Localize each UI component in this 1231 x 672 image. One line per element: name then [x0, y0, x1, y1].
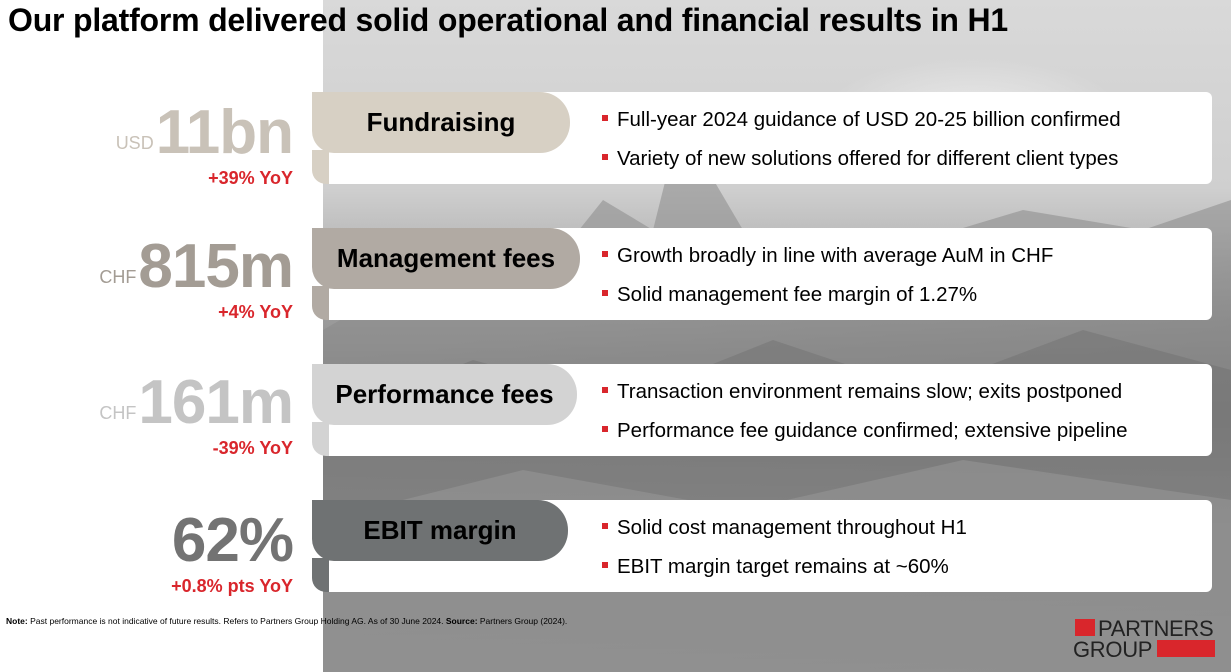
- bullet-item: Transaction environment remains slow; ex…: [602, 372, 1128, 411]
- metric-value: 815m: [138, 232, 294, 301]
- footnote: Note: Past performance is not indicative…: [6, 616, 567, 626]
- pill-performance-fees: Performance fees: [312, 364, 577, 425]
- metric-value: 62%: [171, 506, 294, 575]
- bullets-management-fees: Growth broadly in line with average AuM …: [602, 236, 1053, 314]
- page-title: Our platform delivered solid operational…: [8, 2, 1008, 38]
- logo-red-square: [1075, 619, 1095, 636]
- metric-yoy: +39% YoY: [208, 168, 293, 188]
- pill-tail: [312, 150, 329, 184]
- metric-performance-fees: CHF161m -39% YoY: [99, 372, 294, 459]
- metric-value: 11bn: [155, 98, 294, 167]
- bullets-fundraising: Full-year 2024 guidance of USD 20-25 bil…: [602, 100, 1121, 178]
- pill-management-fees: Management fees: [312, 228, 580, 289]
- logo-line-2: GROUP: [1073, 637, 1153, 662]
- metric-currency: CHF: [99, 403, 137, 423]
- metric-currency: USD: [115, 133, 154, 153]
- bullets-performance-fees: Transaction environment remains slow; ex…: [602, 372, 1128, 450]
- metric-management-fees: CHF815m +4% YoY: [99, 236, 294, 323]
- logo-line-1: PARTNERS: [1098, 616, 1214, 641]
- bullet-item: Variety of new solutions offered for dif…: [602, 139, 1121, 178]
- source-text: Partners Group (2024).: [477, 616, 568, 626]
- partners-group-logo: PARTNERS GROUP: [1073, 616, 1217, 662]
- bullet-item: Growth broadly in line with average AuM …: [602, 236, 1053, 275]
- logo-red-bar: [1157, 640, 1215, 657]
- metric-value: 161m: [138, 368, 294, 437]
- pill-tail: [312, 422, 329, 456]
- bullet-item: Performance fee guidance confirmed; exte…: [602, 411, 1128, 450]
- bullet-item: EBIT margin target remains at ~60%: [602, 547, 967, 586]
- pill-tail: [312, 558, 329, 592]
- pill-tail: [312, 286, 329, 320]
- bullets-ebit-margin: Solid cost management throughout H1 EBIT…: [602, 508, 967, 586]
- metric-yoy: +0.8% pts YoY: [171, 576, 293, 596]
- source-label: Source:: [445, 616, 478, 626]
- pill-ebit-margin: EBIT margin: [312, 500, 568, 561]
- bullet-item: Solid cost management throughout H1: [602, 508, 967, 547]
- metric-ebit-margin: 62% +0.8% pts YoY: [171, 510, 294, 597]
- note-text: Past performance is not indicative of fu…: [27, 616, 446, 626]
- bullet-item: Solid management fee margin of 1.27%: [602, 275, 1053, 314]
- metric-yoy: +4% YoY: [218, 302, 293, 322]
- metric-fundraising: USD11bn +39% YoY: [115, 102, 294, 189]
- note-label: Note:: [6, 616, 28, 626]
- bullet-item: Full-year 2024 guidance of USD 20-25 bil…: [602, 100, 1121, 139]
- metric-yoy: -39% YoY: [212, 438, 293, 458]
- pill-fundraising: Fundraising: [312, 92, 570, 153]
- metric-currency: CHF: [99, 267, 137, 287]
